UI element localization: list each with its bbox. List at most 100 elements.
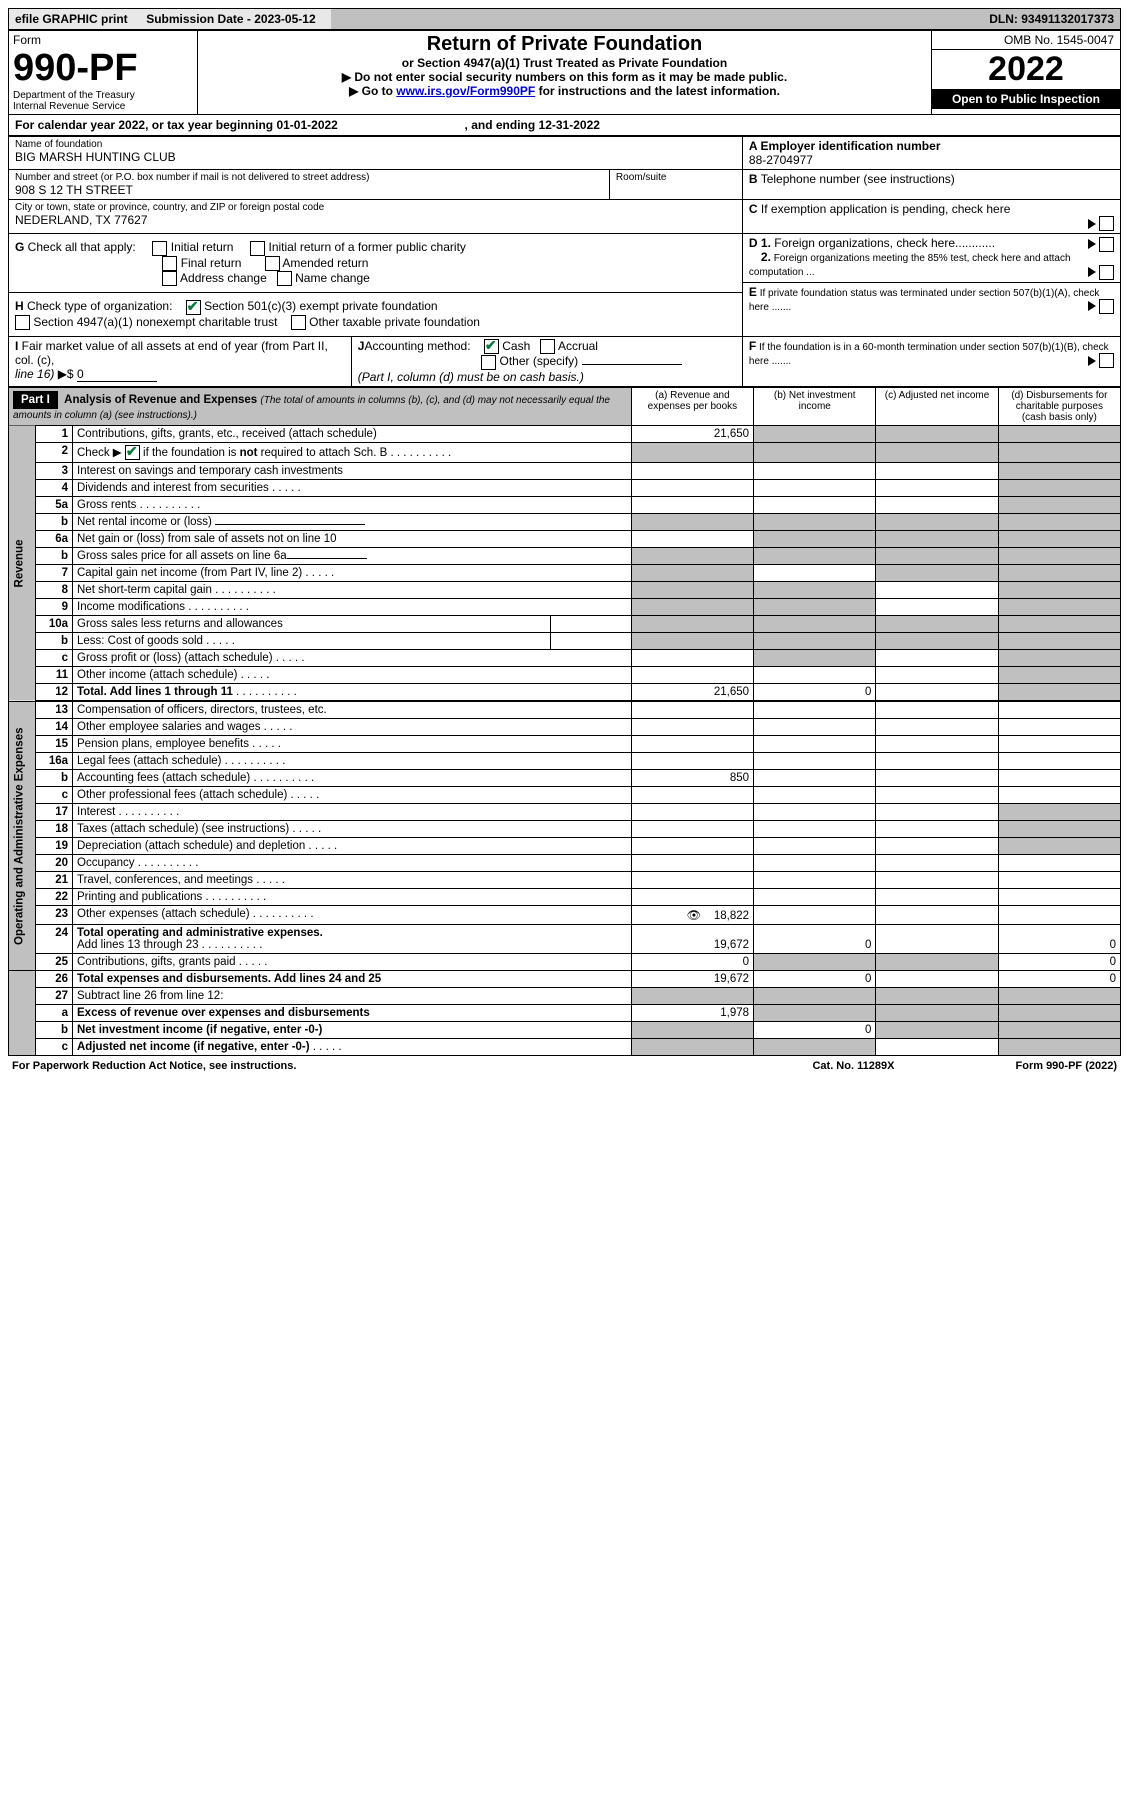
line-num: 8: [36, 582, 73, 599]
e-label: E: [749, 285, 757, 299]
line18-text: Taxes (attach schedule) (see instruction…: [73, 821, 632, 838]
opt-accrual: Accrual: [558, 339, 598, 353]
checkbox-address[interactable]: [162, 271, 177, 286]
note2-pre: ▶ Go to: [349, 84, 396, 98]
note1: ▶ Do not enter social security numbers o…: [202, 70, 927, 84]
street-label: Number and street (or P.O. box number if…: [15, 172, 603, 183]
d1-label: D 1.: [749, 236, 771, 250]
checkbox-initial-former[interactable]: [250, 241, 265, 256]
line12-text: Total. Add lines 1 through 11: [73, 684, 632, 701]
attachment-icon[interactable]: 👁: [686, 908, 701, 922]
line19-text: Depreciation (attach schedule) and deple…: [73, 838, 632, 855]
line-num: 12: [36, 684, 73, 701]
dln-label: DLN:: [989, 12, 1021, 26]
efile-print[interactable]: efile GRAPHIC print: [9, 9, 141, 30]
arrow-icon: [1088, 356, 1096, 366]
checkbox-c[interactable]: [1099, 216, 1114, 231]
form-subtitle: or Section 4947(a)(1) Trust Treated as P…: [202, 56, 927, 70]
line-num: 17: [36, 804, 73, 821]
opt-other-tax: Other taxable private foundation: [309, 315, 480, 329]
line23-text: Other expenses (attach schedule): [73, 906, 632, 925]
line27a-text: Excess of revenue over expenses and disb…: [73, 1005, 632, 1022]
form-title: Return of Private Foundation: [202, 33, 927, 56]
line10a-text: Gross sales less returns and allowances: [73, 616, 632, 633]
a-label: A Employer identification number: [749, 139, 1114, 153]
l25-a: 0: [631, 954, 753, 971]
opt-amended: Amended return: [282, 256, 368, 270]
line-num: 27: [36, 988, 73, 1005]
form-header: Form 990-PF Department of the Treasury I…: [8, 30, 1121, 115]
form-number: 990-PF: [13, 47, 193, 90]
checkbox-final[interactable]: [162, 256, 177, 271]
opt-name: Name change: [295, 271, 370, 285]
l2-end: required to attach Sch. B: [257, 447, 387, 459]
cal-begin: 01-01-2022: [276, 118, 337, 132]
line27b-text: Net investment income (if negative, ente…: [73, 1022, 632, 1039]
l2-post: if the foundation is: [143, 447, 240, 459]
line6a-text: Net gain or (loss) from sale of assets n…: [73, 531, 632, 548]
col-c: (c) Adjusted net income: [876, 387, 998, 425]
line-num: 19: [36, 838, 73, 855]
line-num: a: [36, 1005, 73, 1022]
checkbox-4947[interactable]: [15, 315, 30, 330]
checkbox-schb[interactable]: [125, 445, 140, 460]
line-num: 1: [36, 425, 73, 442]
checkbox-initial[interactable]: [152, 241, 167, 256]
l2-pre: Check ▶: [77, 447, 122, 459]
line1-text: Contributions, gifts, grants, etc., rece…: [73, 425, 632, 442]
j-text: Accounting method:: [364, 339, 470, 353]
l24-b: 0: [754, 925, 876, 954]
checkbox-e[interactable]: [1099, 299, 1114, 314]
subdate-label: Submission Date -: [146, 12, 254, 26]
subdate: 2023-05-12: [254, 12, 315, 26]
cal-end: 12-31-2022: [539, 118, 600, 132]
col-a: (a) Revenue and expenses per books: [631, 387, 753, 425]
checkbox-amended[interactable]: [265, 256, 280, 271]
opt-other-method: Other (specify): [499, 354, 578, 368]
l25-d: 0: [998, 954, 1120, 971]
line-num: 11: [36, 667, 73, 684]
checkbox-501c3[interactable]: [186, 300, 201, 315]
checkbox-f[interactable]: [1099, 353, 1114, 368]
j-note: (Part I, column (d) must be on cash basi…: [358, 370, 584, 384]
checkbox-other-tax[interactable]: [291, 315, 306, 330]
c-text: If exemption application is pending, che…: [758, 202, 1011, 216]
l27b-b: 0: [754, 1022, 876, 1039]
line16a-text: Legal fees (attach schedule): [73, 753, 632, 770]
line13-text: Compensation of officers, directors, tru…: [73, 702, 632, 719]
footer-left: For Paperwork Reduction Act Notice, see …: [8, 1056, 676, 1074]
footer: For Paperwork Reduction Act Notice, see …: [8, 1056, 1121, 1074]
opt-cash: Cash: [502, 339, 530, 353]
col-d: (d) Disbursements for charitable purpose…: [998, 387, 1120, 425]
checkbox-cash[interactable]: [484, 339, 499, 354]
line21-text: Travel, conferences, and meetings: [73, 872, 632, 889]
line3-text: Interest on savings and temporary cash i…: [73, 463, 632, 480]
d1-text: Foreign organizations, check here.......…: [771, 236, 995, 250]
checkbox-other-method[interactable]: [481, 355, 496, 370]
line-num: b: [36, 548, 73, 565]
checkbox-d1[interactable]: [1099, 237, 1114, 252]
line-num: b: [36, 633, 73, 650]
l12-b: 0: [754, 684, 876, 701]
checkbox-d2[interactable]: [1099, 265, 1114, 280]
foundation-name: BIG MARSH HUNTING CLUB: [15, 150, 736, 164]
l26-d: 0: [998, 971, 1120, 988]
col-b: (b) Net investment income: [754, 387, 876, 425]
line-num: b: [36, 770, 73, 787]
checkbox-accrual[interactable]: [540, 339, 555, 354]
note2-post: for instructions and the latest informat…: [535, 84, 780, 98]
line-num: c: [36, 787, 73, 804]
line-num: 23: [36, 906, 73, 925]
line-num: 5a: [36, 497, 73, 514]
irs-link[interactable]: www.irs.gov/Form990PF: [396, 84, 535, 98]
i-line: line 16): [15, 367, 54, 381]
footer-right: Form 990-PF (2022): [1016, 1060, 1118, 1072]
line7-text: Capital gain net income (from Part IV, l…: [73, 565, 632, 582]
line16c-text: Other professional fees (attach schedule…: [73, 787, 632, 804]
topbar: efile GRAPHIC print Submission Date - 20…: [8, 8, 1121, 30]
tax-year: 2022: [932, 50, 1120, 89]
e-text: If private foundation status was termina…: [749, 288, 1099, 313]
line-num: 7: [36, 565, 73, 582]
checkbox-name[interactable]: [277, 271, 292, 286]
footer-mid: Cat. No. 11289X: [676, 1056, 899, 1074]
